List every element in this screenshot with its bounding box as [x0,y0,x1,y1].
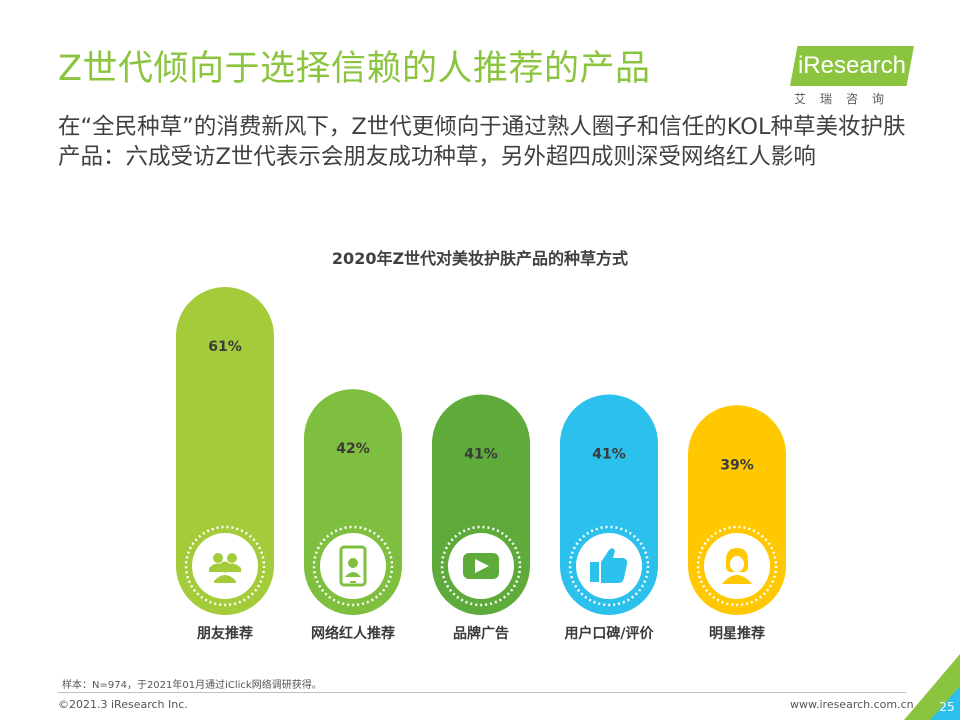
sample-note: 样本：N=974，于2021年01月通过iClick网络调研获得。 [62,680,322,691]
smartphone-person-icon [339,545,367,587]
value-label-5: 39% [720,457,754,473]
category-label-3: 品牌广告 [453,625,509,642]
bar-icon-ring-2 [312,525,394,607]
category-label-4: 用户口碑/评价 [564,625,654,642]
logo-subtext: 艾瑞咨询 [794,92,899,106]
corner-decoration [904,654,960,720]
footer-divider [58,692,906,693]
bar-icon-ring-5 [696,525,778,607]
category-label-2: 网络红人推荐 [311,625,395,642]
thumbs-up-icon [590,548,628,583]
copyright: ©2021.3 iResearch Inc. [58,698,188,711]
chart-title: 2020年Z世代对美妆护肤产品的种草方式 [331,249,629,268]
bar-icon-ring-3 [440,525,522,607]
website-url: www.iresearch.com.cn [790,698,914,711]
star-person-icon [722,548,752,584]
people-group-icon [209,553,241,583]
value-label-1: 61% [208,339,242,355]
page-number: 25 [939,700,955,714]
bar-1 [176,287,274,615]
video-play-icon [463,553,499,579]
iresearch-logo: iResearch 艾瑞咨询 [790,46,920,108]
category-label-5: 明星推荐 [709,625,765,642]
page-subtitle: 在“全民种草”的消费新风下，Z世代更倾向于通过熟人圈子和信任的KOL种草美妆护肤… [58,114,906,170]
category-label-1: 朋友推荐 [196,625,253,642]
bar-chart: 61% 朋友推荐 42% 网络红人推荐 41% 品牌广告 41% 用户口碑/评价 39% 明星推荐 [176,287,786,642]
bar-icon-ring-1 [184,525,266,607]
value-label-2: 42% [336,441,370,457]
value-label-3: 41% [464,447,498,463]
logo-wordmark: iResearch [790,46,914,86]
page-title: Z世代倾向于选择信赖的人推荐的产品 [58,49,651,89]
bar-icon-ring-4 [568,525,650,607]
value-label-4: 41% [592,447,626,463]
